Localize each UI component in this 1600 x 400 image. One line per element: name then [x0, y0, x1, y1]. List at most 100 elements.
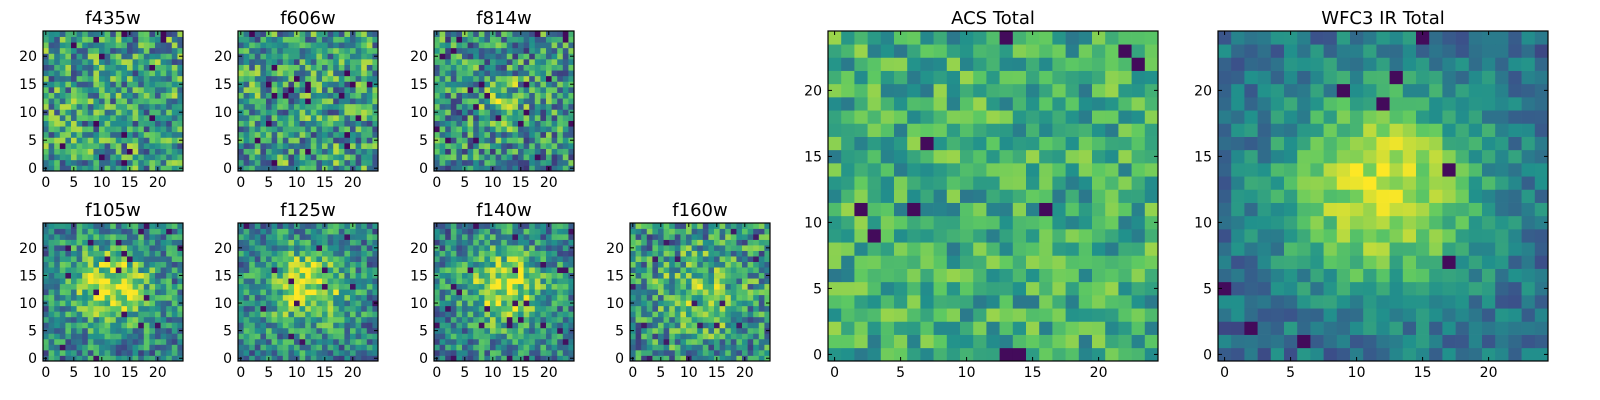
heatmap-cell — [501, 42, 508, 49]
heatmap-cell — [484, 311, 491, 318]
heatmap-cell — [338, 311, 345, 318]
heatmap-cell — [54, 355, 61, 362]
heatmap-cell — [467, 70, 474, 77]
heatmap-cell — [467, 64, 474, 71]
heatmap-cell — [166, 289, 173, 296]
heatmap-cell — [920, 334, 934, 349]
heatmap-cell — [686, 278, 692, 285]
heatmap-cell — [366, 338, 373, 345]
heatmap-cell — [238, 87, 244, 93]
heatmap-cell — [730, 272, 737, 279]
y-tick-label: 15 — [19, 77, 37, 93]
heatmap-cell — [490, 59, 496, 65]
heatmap-cell — [305, 278, 312, 285]
heatmap-cell — [867, 176, 882, 190]
heatmap-cell — [299, 75, 306, 82]
heatmap-cell — [271, 81, 278, 88]
heatmap-cell — [562, 272, 569, 279]
heatmap-cell — [338, 137, 345, 144]
heatmap-cell — [841, 189, 855, 203]
heatmap-cell — [338, 228, 345, 235]
heatmap-cell — [658, 333, 664, 340]
heatmap-cell — [630, 256, 636, 262]
heatmap-cell — [663, 333, 670, 340]
heatmap-cell — [82, 327, 89, 334]
heatmap-cell — [121, 278, 128, 285]
heatmap-cell — [160, 338, 167, 345]
heatmap-cell — [350, 294, 356, 301]
heatmap-cell — [568, 283, 575, 290]
heatmap-cell — [501, 272, 508, 279]
heatmap-cell — [327, 115, 334, 121]
heatmap-cell — [456, 165, 463, 172]
heatmap-cell — [473, 256, 480, 262]
heatmap-cell — [166, 261, 173, 268]
heatmap-cell — [327, 42, 334, 49]
heatmap-cell — [999, 189, 1014, 203]
heatmap-cell — [686, 239, 692, 246]
heatmap-cell — [305, 228, 312, 235]
heatmap-cell — [310, 239, 317, 246]
heatmap-cell — [462, 103, 468, 110]
heatmap-cell — [277, 272, 284, 279]
heatmap-cell — [529, 75, 536, 82]
heatmap-cell — [557, 300, 564, 307]
heatmap-cell — [305, 333, 312, 340]
heatmap-cell — [48, 344, 55, 351]
heatmap-cell — [1105, 281, 1119, 296]
heatmap-cell — [495, 294, 502, 301]
heatmap-cell — [764, 267, 771, 274]
heatmap-cell — [372, 42, 379, 49]
heatmap-cell — [155, 272, 161, 279]
heatmap-cell — [484, 294, 491, 301]
heatmap-cell — [344, 228, 351, 235]
heatmap-cell — [166, 131, 173, 138]
heatmap-cell — [277, 311, 284, 318]
heatmap-cell — [104, 70, 111, 77]
heatmap-cell — [71, 228, 77, 235]
heatmap-cell — [344, 316, 351, 323]
heatmap-cell — [121, 165, 128, 172]
heatmap-cell — [506, 261, 513, 268]
heatmap-cell — [529, 327, 536, 334]
heatmap-cell — [366, 126, 373, 133]
heatmap-cell — [82, 228, 89, 235]
heatmap-cell — [82, 245, 89, 251]
heatmap-cell — [260, 64, 267, 71]
heatmap-cell — [462, 126, 468, 133]
heatmap-cell — [254, 98, 261, 105]
heatmap-cell — [1026, 334, 1040, 349]
heatmap-cell — [467, 250, 474, 257]
heatmap-cell — [557, 143, 564, 149]
heatmap-cell — [708, 250, 715, 257]
heatmap-cell — [54, 98, 61, 105]
heatmap-cell — [1131, 163, 1146, 177]
heatmap-cell — [104, 64, 111, 71]
heatmap-cell — [714, 239, 720, 246]
heatmap-cell — [529, 70, 536, 77]
heatmap-cell — [1131, 229, 1146, 243]
heatmap-cell — [708, 300, 715, 307]
heatmap-cell — [305, 256, 312, 262]
heatmap-cell — [110, 59, 117, 65]
heatmap-cell — [495, 81, 502, 88]
heatmap-cell — [1039, 347, 1053, 362]
heatmap-cell — [512, 267, 519, 274]
heatmap-cell — [467, 103, 474, 110]
heatmap-cell — [1092, 334, 1106, 349]
x-tick-label: 5 — [460, 175, 469, 191]
heatmap-cell — [669, 223, 676, 229]
heatmap-cell — [93, 327, 100, 334]
heatmap-cell — [630, 349, 636, 356]
heatmap-cell — [551, 283, 558, 290]
heatmap-cell — [99, 87, 105, 93]
heatmap-cell — [310, 109, 317, 116]
heatmap-cell — [708, 294, 715, 301]
heatmap-cell — [277, 165, 284, 172]
heatmap-cell — [344, 59, 351, 65]
heatmap-cell — [523, 109, 530, 116]
heatmap-cell — [999, 295, 1014, 309]
heatmap-cell — [59, 81, 66, 88]
heatmap-cell — [310, 316, 317, 323]
heatmap-cell — [456, 120, 463, 127]
